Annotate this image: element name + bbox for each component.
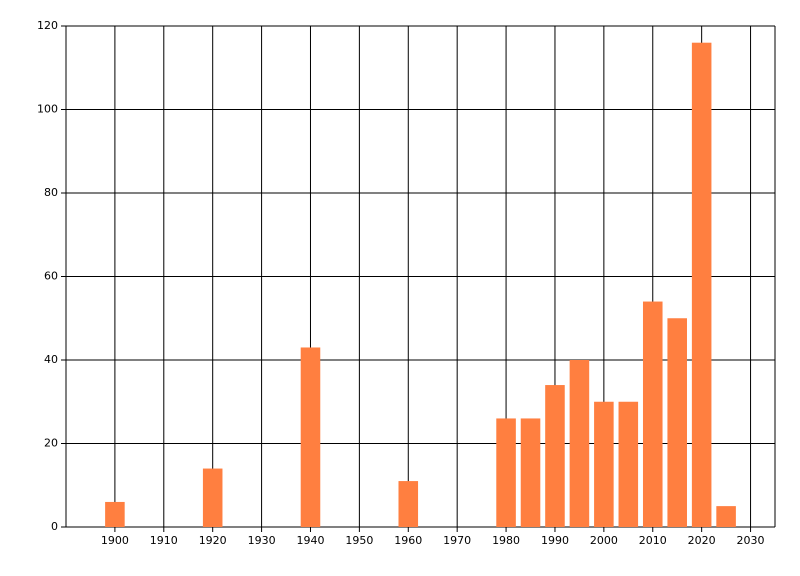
x-tick-label: 1980	[492, 534, 520, 547]
bar	[642, 301, 663, 527]
y-tick-label: 100	[37, 103, 58, 116]
x-tick-label: 1930	[248, 534, 276, 547]
y-tick-label: 60	[44, 270, 58, 283]
bar	[691, 42, 712, 527]
bar	[496, 418, 516, 527]
x-tick-label: 1960	[394, 534, 422, 547]
x-tick-label: 1940	[296, 534, 324, 547]
bar	[300, 347, 321, 527]
x-tick-label: 2030	[737, 534, 765, 547]
bar	[667, 318, 687, 527]
bar	[716, 506, 736, 527]
bar	[594, 401, 614, 527]
y-tick-label: 40	[44, 353, 58, 366]
y-tick-label: 20	[44, 437, 58, 450]
bar	[398, 481, 419, 527]
bar	[618, 401, 639, 527]
x-tick-label: 1920	[199, 534, 227, 547]
x-tick-label: 1970	[443, 534, 471, 547]
bar	[569, 360, 590, 527]
x-tick-label: 1900	[101, 534, 129, 547]
x-tick-label: 1990	[541, 534, 569, 547]
y-tick-label: 0	[51, 520, 58, 533]
x-tick-label: 1950	[345, 534, 373, 547]
bar	[105, 501, 125, 527]
x-tick-label: 2010	[639, 534, 667, 547]
bar	[545, 385, 565, 527]
bar	[202, 468, 223, 527]
bar	[520, 418, 541, 527]
x-tick-label: 1910	[150, 534, 178, 547]
x-tick-label: 2000	[590, 534, 618, 547]
y-tick-label: 120	[37, 19, 58, 32]
x-tick-label: 2020	[688, 534, 716, 547]
y-tick-label: 80	[44, 186, 58, 199]
